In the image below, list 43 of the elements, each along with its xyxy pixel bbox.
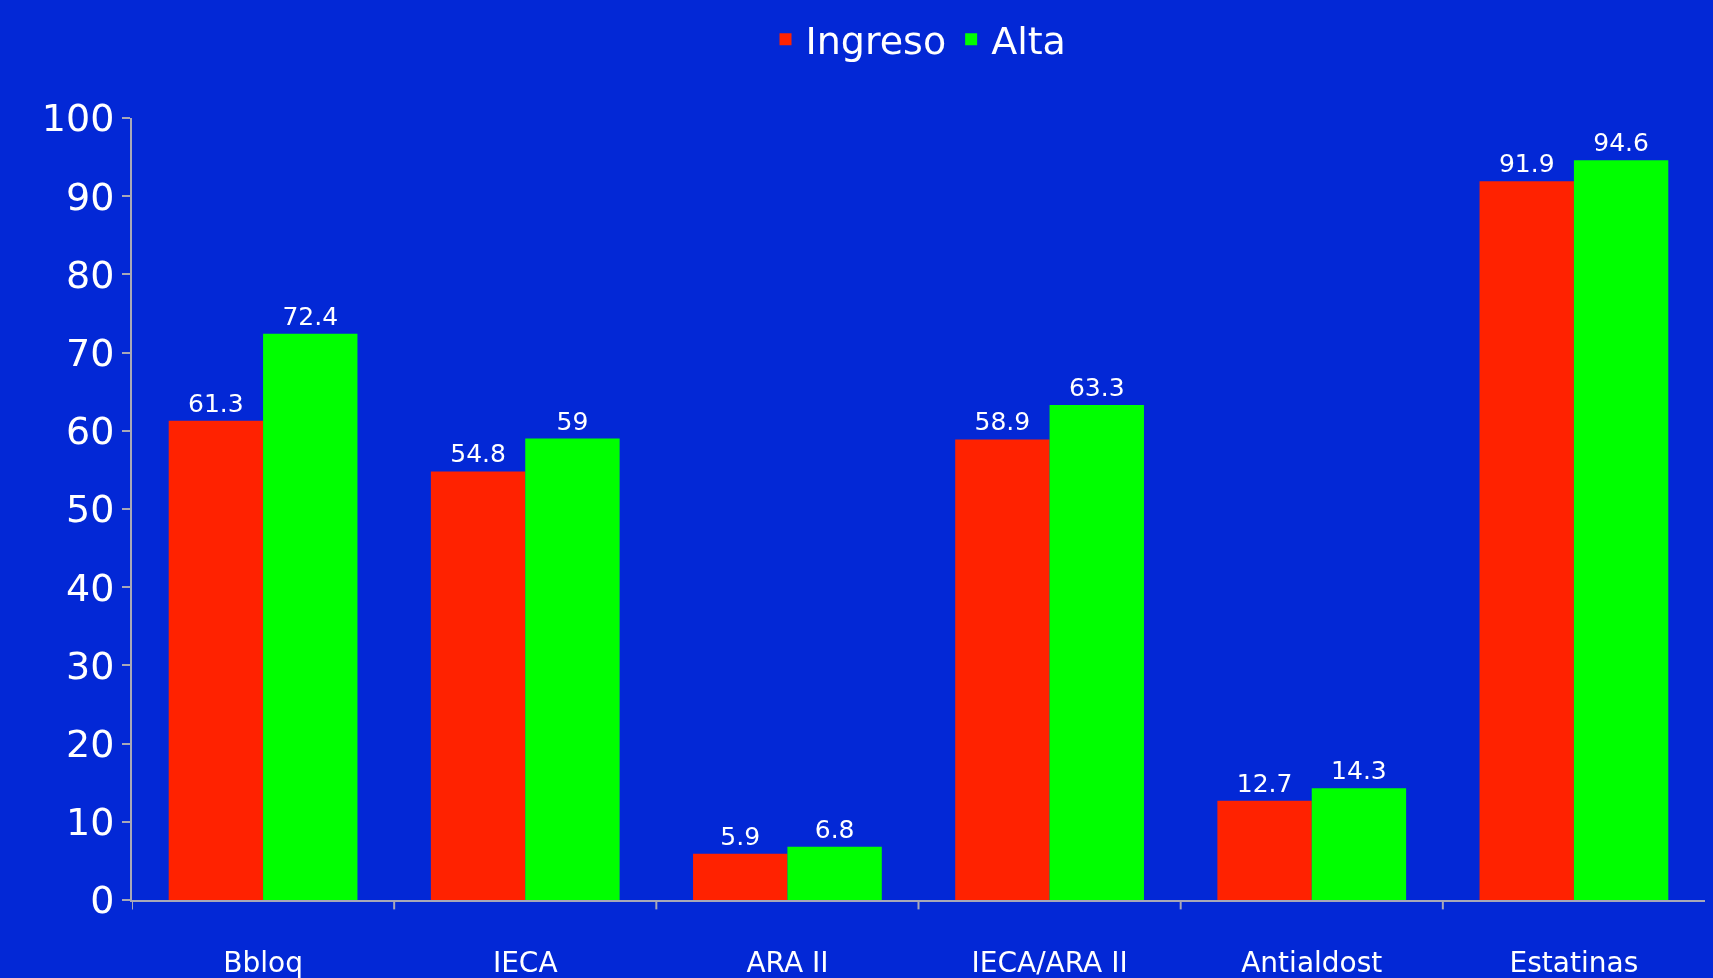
y-tick-label: 40 <box>66 565 115 610</box>
bar <box>525 438 620 900</box>
bar <box>263 333 358 900</box>
x-tick-label: Estatinas <box>1509 945 1639 978</box>
y-tick-label: 70 <box>66 330 115 375</box>
y-tick-label: 100 <box>41 96 115 141</box>
y-tick-label: 90 <box>66 174 115 219</box>
x-tick-label: Antialdost <box>1241 945 1383 978</box>
data-label: 72.4 <box>282 301 339 331</box>
bar <box>787 846 882 900</box>
bar <box>1217 800 1312 900</box>
bar <box>693 853 788 900</box>
x-tick-label: Bbloq <box>223 945 303 978</box>
bar <box>1479 181 1574 900</box>
bar <box>1311 788 1407 900</box>
bar <box>430 471 526 900</box>
data-label: 12.7 <box>1236 768 1293 798</box>
data-label: 91.9 <box>1498 149 1555 179</box>
legend-label: Ingreso <box>805 19 947 64</box>
bar <box>955 439 1050 900</box>
y-tick-label: 80 <box>66 252 115 297</box>
y-tick-label: 50 <box>66 487 115 532</box>
bar <box>1573 160 1669 900</box>
y-tick-label: 0 <box>90 878 115 923</box>
y-tick-label: 10 <box>66 800 115 845</box>
data-label: 58.9 <box>974 407 1031 437</box>
data-label: 94.6 <box>1593 128 1649 158</box>
legend-label: Alta <box>991 19 1066 64</box>
data-label: 54.8 <box>450 439 506 469</box>
data-label: 61.3 <box>188 388 244 418</box>
data-label: 14.3 <box>1331 756 1387 786</box>
data-label: 5.9 <box>720 821 761 851</box>
data-label: 59 <box>556 406 589 436</box>
bar <box>1049 404 1144 900</box>
y-tick-label: 30 <box>66 643 115 688</box>
data-label: 63.3 <box>1068 372 1125 402</box>
bar <box>168 420 264 900</box>
x-tick-label: IECA <box>492 945 558 978</box>
data-label: 6.8 <box>814 814 855 844</box>
x-tick-label: ARA II <box>746 945 829 978</box>
y-tick-label: 60 <box>66 409 115 454</box>
x-tick-label: IECA/ARA II <box>971 945 1128 978</box>
y-tick-label: 20 <box>66 721 115 766</box>
